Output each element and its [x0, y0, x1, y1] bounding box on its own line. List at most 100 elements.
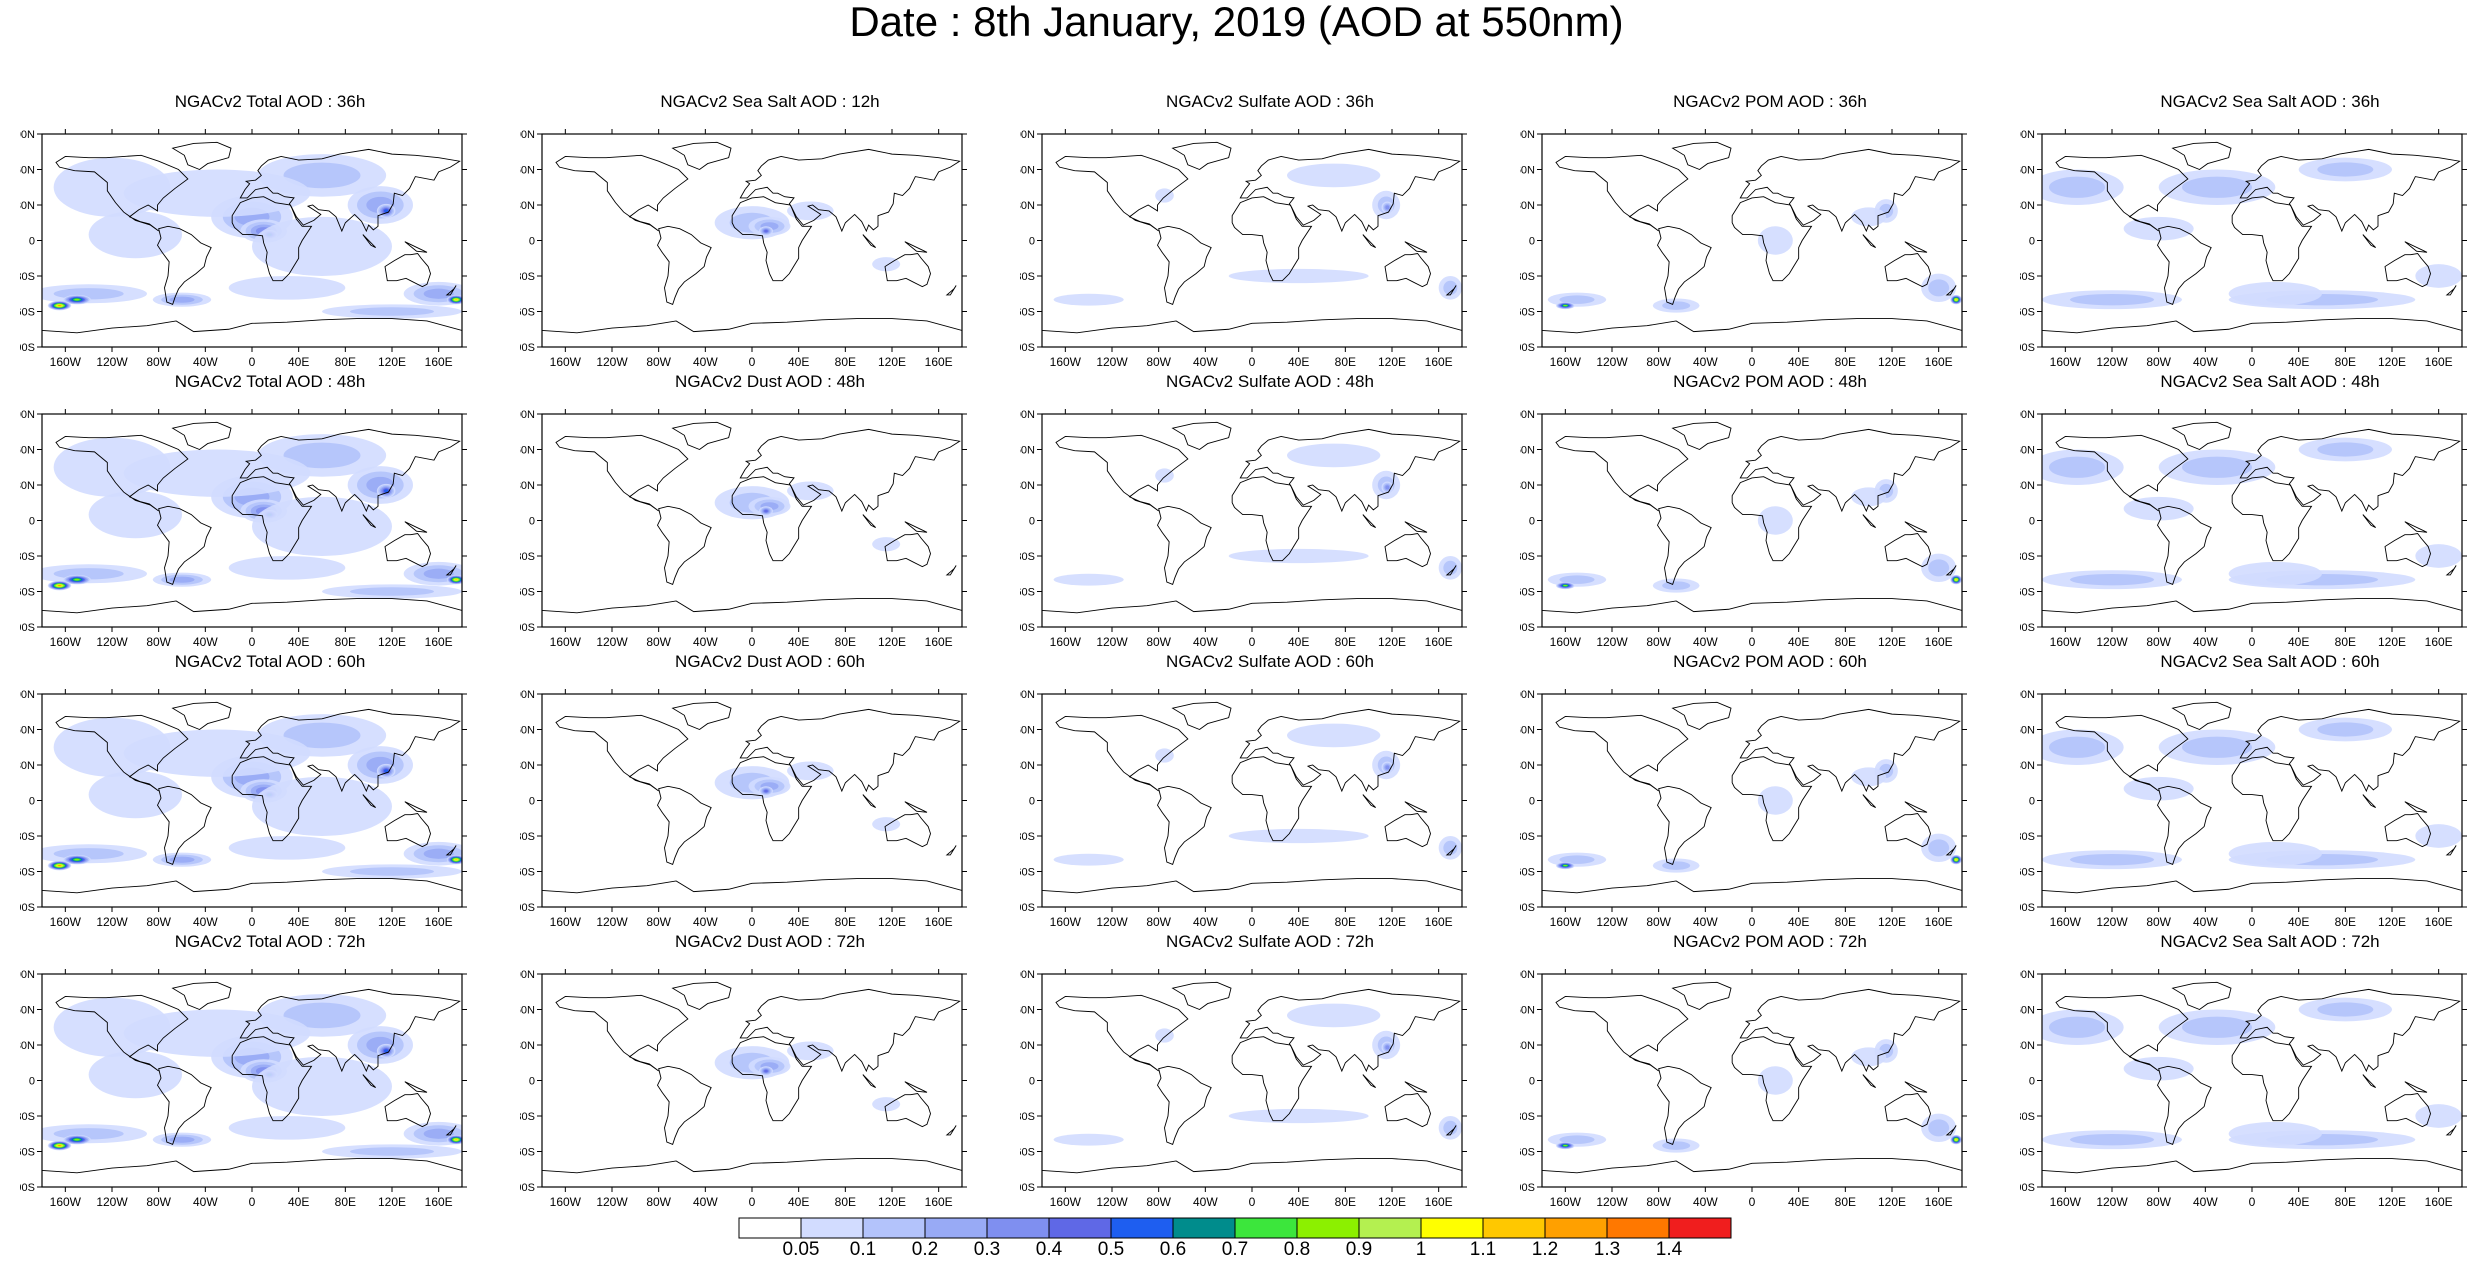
coastlines — [1042, 981, 1462, 1174]
coastline — [1739, 708, 1961, 793]
lon-label: 160E — [925, 1195, 953, 1209]
antarctica-coast — [42, 598, 462, 614]
map-panel: NGACv2 Dust AOD : 48h 90N 60N 30N 0 30S 60S 90S… — [520, 372, 1020, 649]
coastline — [1231, 756, 1313, 842]
lat-label: 30S — [20, 831, 35, 843]
map-frame — [1541, 973, 1963, 1188]
lon-label: 40E — [1288, 915, 1309, 929]
aod-blob — [1228, 828, 1369, 844]
lat-label: 90S — [1020, 1182, 1035, 1194]
lat-label: 90S — [520, 342, 535, 354]
panel-title: NGACv2 Dust AOD : 48h — [675, 372, 865, 391]
coastline — [1384, 253, 1431, 288]
lon-label: 120W — [1096, 355, 1128, 369]
aod-blob — [1757, 226, 1793, 255]
lon-label: 120E — [2378, 915, 2406, 929]
coastline — [362, 234, 376, 249]
coastline — [1231, 476, 1313, 562]
colorbar-swatch — [1110, 1217, 1174, 1239]
coastline — [2445, 845, 2457, 856]
lat-label: 60N — [520, 725, 535, 737]
map-frame — [1541, 133, 1963, 348]
lat-label: 30N — [520, 760, 535, 772]
lon-label: 160E — [1925, 915, 1953, 929]
colorbar-label: 1.1 — [1470, 1239, 1496, 1259]
panel-title: NGACv2 Sea Salt AOD : 72h — [2160, 932, 2380, 951]
world-map: 90N 60N 30N 0 30S 60S 90S 160W 120W 80W 40W 0 40E 80E… — [20, 129, 467, 369]
lat-label: 30S — [520, 831, 535, 843]
coastline — [2384, 1093, 2431, 1128]
aod-blob — [283, 722, 361, 749]
colorbar-label: 0.7 — [1222, 1239, 1248, 1259]
coastline — [945, 285, 957, 296]
coastline — [2445, 1125, 2457, 1136]
lon-label: 80W — [1146, 1195, 1171, 1209]
lat-label: 60N — [1520, 445, 1535, 457]
world-map: 90N 60N 30N 0 30S 60S 90S 160W 120W 80W 40W 0 40E 80E… — [20, 409, 467, 649]
coastline — [231, 196, 313, 282]
coastline — [445, 845, 457, 856]
aod-blob — [423, 848, 454, 859]
aod-blob — [1443, 1120, 1458, 1135]
aod-blob — [1155, 748, 1174, 763]
lat-label: 60S — [2020, 307, 2035, 319]
lon-label: 40W — [193, 1195, 218, 1209]
lat-label: 90S — [2020, 342, 2035, 354]
colorbar-swatch — [1420, 1217, 1484, 1239]
lon-label: 120W — [596, 1195, 628, 1209]
map-panel: NGACv2 Dust AOD : 72h 90N 60N 30N 0 30S 60S 90S… — [520, 932, 1020, 1209]
coastline — [1656, 225, 1712, 305]
lon-label: 40W — [1193, 915, 1218, 929]
coastline — [2384, 253, 2431, 288]
lat-label: 60N — [1520, 165, 1535, 177]
lon-label: 160W — [2050, 635, 2082, 649]
aod-blob — [1851, 487, 1887, 507]
lat-label: 60S — [1520, 587, 1535, 599]
antarctica-coast — [542, 1158, 962, 1174]
lon-label: 80E — [835, 915, 856, 929]
aod-blob — [58, 865, 61, 867]
panel-title: NGACv2 Sulfate AOD : 48h — [1166, 372, 1374, 391]
aod-blob — [1662, 301, 1691, 310]
lat-label: 0 — [1529, 236, 1535, 248]
aod-blob — [1757, 1066, 1793, 1095]
aod-field — [1547, 759, 1962, 873]
lon-label: 40E — [788, 635, 809, 649]
aod-blob — [350, 1147, 434, 1156]
aod-blob — [350, 867, 434, 876]
lat-label: 60N — [1020, 1005, 1035, 1017]
coastlines — [2042, 141, 2462, 334]
antarctica-coast — [2042, 598, 2462, 614]
lon-label: 80W — [2146, 635, 2171, 649]
lat-label: 60N — [2020, 1005, 2035, 1017]
map-frame — [541, 973, 963, 1188]
aod-blob — [2415, 1104, 2462, 1128]
map-frame — [1041, 133, 1463, 348]
coastline — [904, 521, 928, 533]
coastline — [2156, 785, 2212, 865]
aod-blob — [455, 299, 458, 301]
lat-label: 60S — [2020, 1147, 2035, 1159]
lat-label: 0 — [29, 236, 35, 248]
lon-label: 80E — [335, 355, 356, 369]
colorbar-swatch — [862, 1217, 926, 1239]
lon-label: 0 — [1749, 915, 1756, 929]
lon-label: 80E — [1335, 1195, 1356, 1209]
lon-label: 40W — [693, 355, 718, 369]
lon-label: 160E — [1425, 355, 1453, 369]
lat-label: 60N — [2020, 165, 2035, 177]
lat-label: 60N — [2020, 725, 2035, 737]
lon-label: 0 — [2249, 915, 2256, 929]
lat-label: 90N — [1520, 129, 1535, 141]
aod-field — [1547, 1039, 1962, 1153]
lat-label: 90N — [1020, 409, 1035, 421]
lat-label: 90N — [20, 969, 35, 981]
map-panel: NGACv2 Sea Salt AOD : 72h 90N 60N 30N 0 30S 60… — [2020, 932, 2473, 1209]
coastline — [1945, 845, 1957, 856]
lat-label: 30S — [20, 1111, 35, 1123]
lat-label: 60N — [1020, 165, 1035, 177]
lon-label: 0 — [2249, 1195, 2256, 1209]
aod-blob — [1228, 1108, 1369, 1124]
lat-label: 90N — [1020, 969, 1035, 981]
panel-title: NGACv2 Sea Salt AOD : 48h — [2160, 372, 2380, 391]
